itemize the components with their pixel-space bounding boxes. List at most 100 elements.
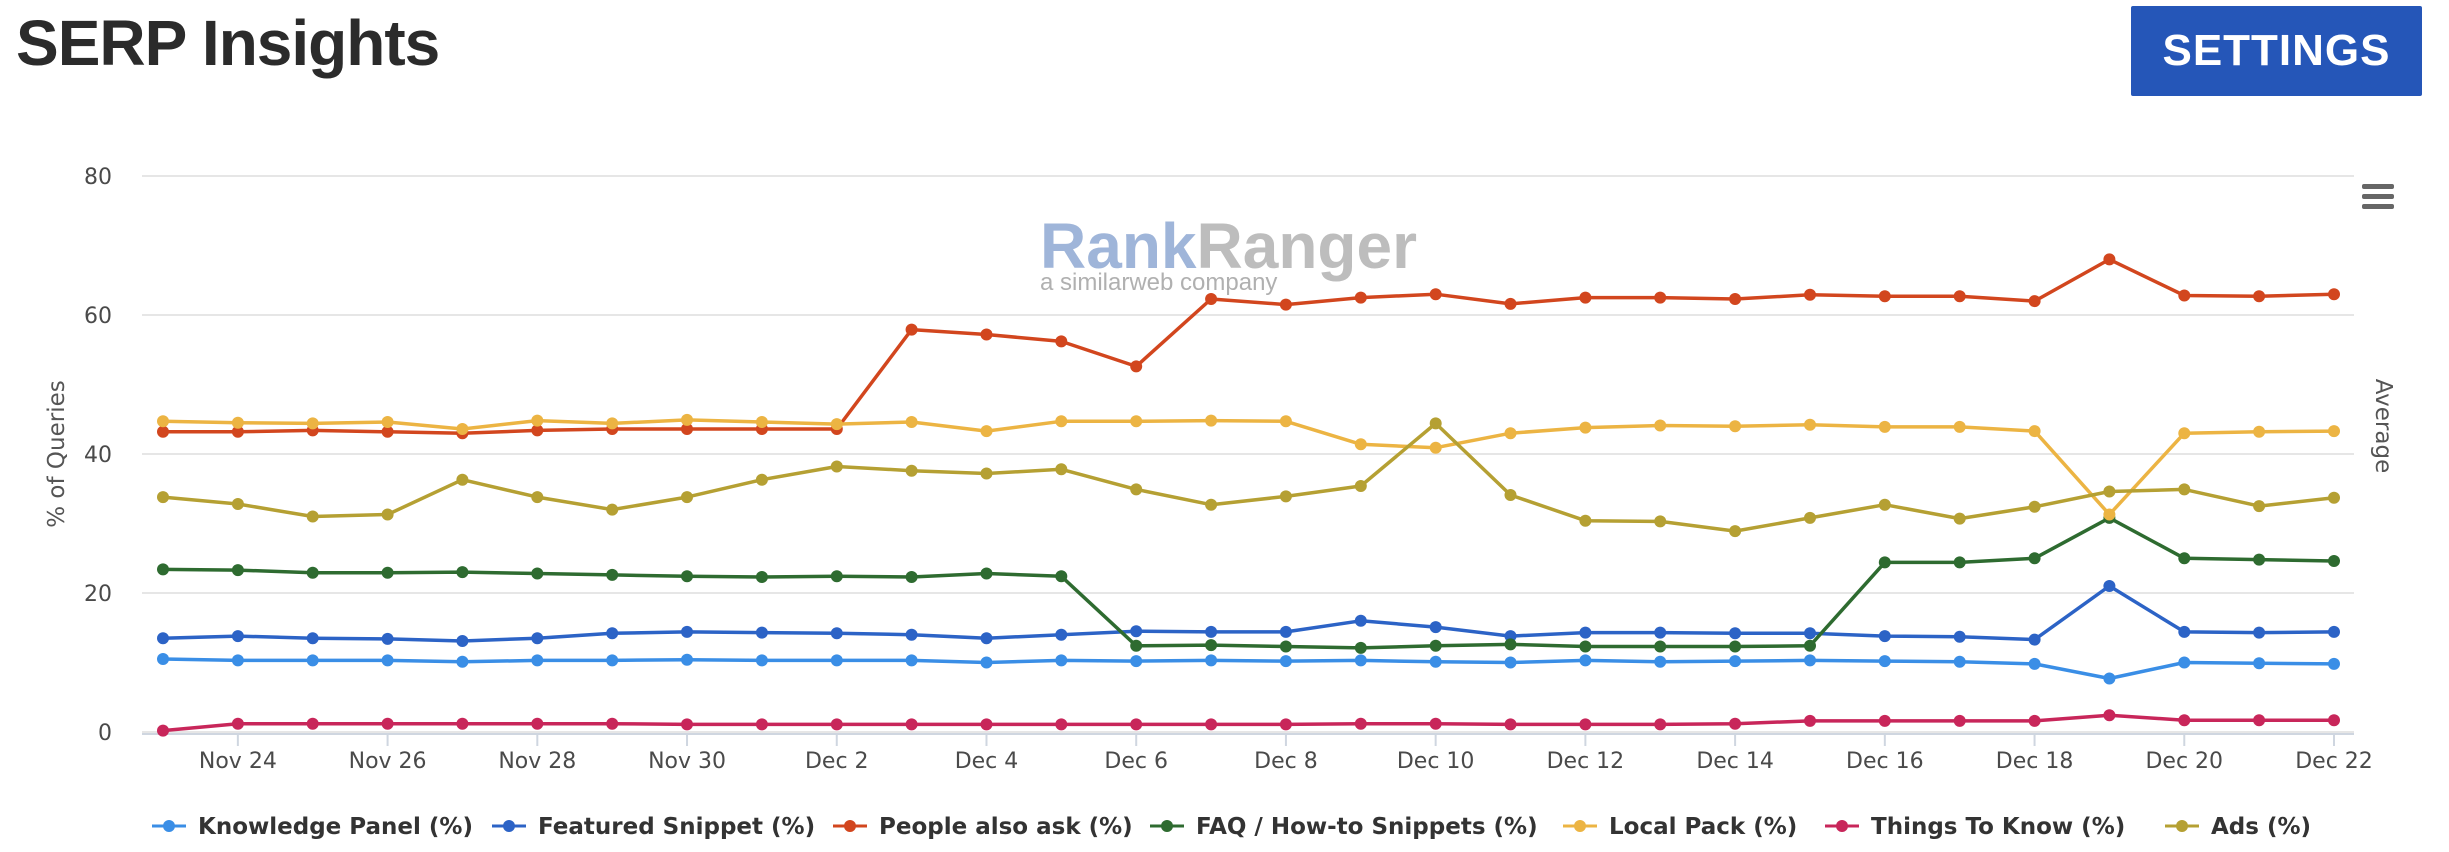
data-point[interactable] <box>456 566 469 579</box>
data-point[interactable] <box>1354 438 1367 451</box>
data-point[interactable] <box>2328 425 2340 438</box>
data-point[interactable] <box>1804 627 1816 640</box>
data-point[interactable] <box>681 718 693 731</box>
data-point[interactable] <box>531 654 544 667</box>
data-point[interactable] <box>1654 718 1667 731</box>
data-point[interactable] <box>905 628 918 641</box>
data-point[interactable] <box>2328 714 2340 727</box>
legend-item[interactable]: Ads (%) <box>2165 814 2311 840</box>
data-point[interactable] <box>2253 553 2266 566</box>
data-point[interactable] <box>1130 415 1143 428</box>
data-point[interactable] <box>830 418 843 431</box>
data-point[interactable] <box>1804 288 1816 301</box>
data-point[interactable] <box>1804 714 1816 727</box>
data-point[interactable] <box>2253 290 2266 303</box>
data-point[interactable] <box>2328 555 2340 567</box>
data-point[interactable] <box>2178 656 2191 669</box>
data-point[interactable] <box>231 498 244 510</box>
data-point[interactable] <box>1055 718 1068 731</box>
data-point[interactable] <box>157 425 169 438</box>
data-point[interactable] <box>1804 639 1816 652</box>
data-point[interactable] <box>1504 297 1517 310</box>
data-point[interactable] <box>1953 714 1966 727</box>
data-point[interactable] <box>381 508 394 521</box>
data-point[interactable] <box>681 625 693 638</box>
data-point[interactable] <box>1729 293 1742 305</box>
data-point[interactable] <box>1354 717 1367 730</box>
data-point[interactable] <box>1205 498 1218 511</box>
data-point[interactable] <box>456 423 469 435</box>
data-point[interactable] <box>456 473 469 486</box>
data-point[interactable] <box>1504 638 1517 651</box>
data-point[interactable] <box>157 632 169 645</box>
data-point[interactable] <box>306 417 319 430</box>
data-point[interactable] <box>2253 425 2266 438</box>
data-point[interactable] <box>606 568 619 581</box>
data-point[interactable] <box>2028 295 2041 308</box>
data-point[interactable] <box>157 415 169 428</box>
data-point[interactable] <box>2328 491 2340 504</box>
data-point[interactable] <box>1579 640 1592 653</box>
data-point[interactable] <box>980 467 993 480</box>
data-point[interactable] <box>306 566 319 579</box>
data-point[interactable] <box>1354 654 1367 667</box>
legend-item[interactable]: People also ask (%) <box>833 814 1133 840</box>
data-point[interactable] <box>531 567 544 580</box>
data-point[interactable] <box>2028 425 2041 438</box>
data-point[interactable] <box>1804 511 1816 524</box>
data-point[interactable] <box>2028 500 2041 513</box>
data-point[interactable] <box>2253 657 2266 670</box>
data-point[interactable] <box>2103 672 2116 685</box>
data-point[interactable] <box>980 718 993 731</box>
data-point[interactable] <box>231 717 244 730</box>
data-point[interactable] <box>1279 640 1292 653</box>
data-point[interactable] <box>606 654 619 667</box>
data-point[interactable] <box>2103 253 2116 266</box>
data-point[interactable] <box>1504 489 1517 501</box>
data-point[interactable] <box>1579 291 1592 304</box>
data-point[interactable] <box>1279 490 1292 503</box>
data-point[interactable] <box>1729 655 1742 668</box>
data-point[interactable] <box>2253 714 2266 727</box>
data-point[interactable] <box>980 425 993 438</box>
data-point[interactable] <box>306 717 319 730</box>
data-point[interactable] <box>1130 483 1143 496</box>
data-point[interactable] <box>2103 485 2116 498</box>
data-point[interactable] <box>531 717 544 730</box>
data-point[interactable] <box>306 654 319 667</box>
data-point[interactable] <box>1953 512 1966 525</box>
data-point[interactable] <box>1429 441 1442 454</box>
data-point[interactable] <box>381 632 394 645</box>
data-point[interactable] <box>681 413 693 426</box>
data-point[interactable] <box>2028 714 2041 727</box>
data-point[interactable] <box>681 491 693 504</box>
data-point[interactable] <box>1354 291 1367 304</box>
legend-item[interactable]: Featured Snippet (%) <box>492 814 815 840</box>
data-point[interactable] <box>157 491 169 504</box>
data-point[interactable] <box>1279 415 1292 428</box>
data-point[interactable] <box>1878 290 1891 303</box>
data-point[interactable] <box>2328 657 2340 670</box>
data-point[interactable] <box>531 414 544 427</box>
data-point[interactable] <box>231 416 244 429</box>
data-point[interactable] <box>1205 718 1218 731</box>
data-point[interactable] <box>2178 714 2191 727</box>
data-point[interactable] <box>1279 718 1292 731</box>
data-point[interactable] <box>1055 570 1068 583</box>
data-point[interactable] <box>2103 580 2116 592</box>
legend-item[interactable]: FAQ / How-to Snippets (%) <box>1150 814 1538 840</box>
data-point[interactable] <box>830 627 843 640</box>
data-point[interactable] <box>1804 654 1816 667</box>
data-point[interactable] <box>1504 630 1517 643</box>
data-point[interactable] <box>2328 288 2340 301</box>
data-point[interactable] <box>2028 657 2041 670</box>
data-point[interactable] <box>1729 717 1742 730</box>
data-point[interactable] <box>980 632 993 645</box>
data-point[interactable] <box>1953 630 1966 643</box>
data-point[interactable] <box>1953 556 1966 569</box>
data-point[interactable] <box>1429 288 1442 301</box>
data-point[interactable] <box>1579 654 1592 667</box>
data-point[interactable] <box>606 417 619 430</box>
data-point[interactable] <box>905 416 918 428</box>
data-point[interactable] <box>1429 417 1442 430</box>
